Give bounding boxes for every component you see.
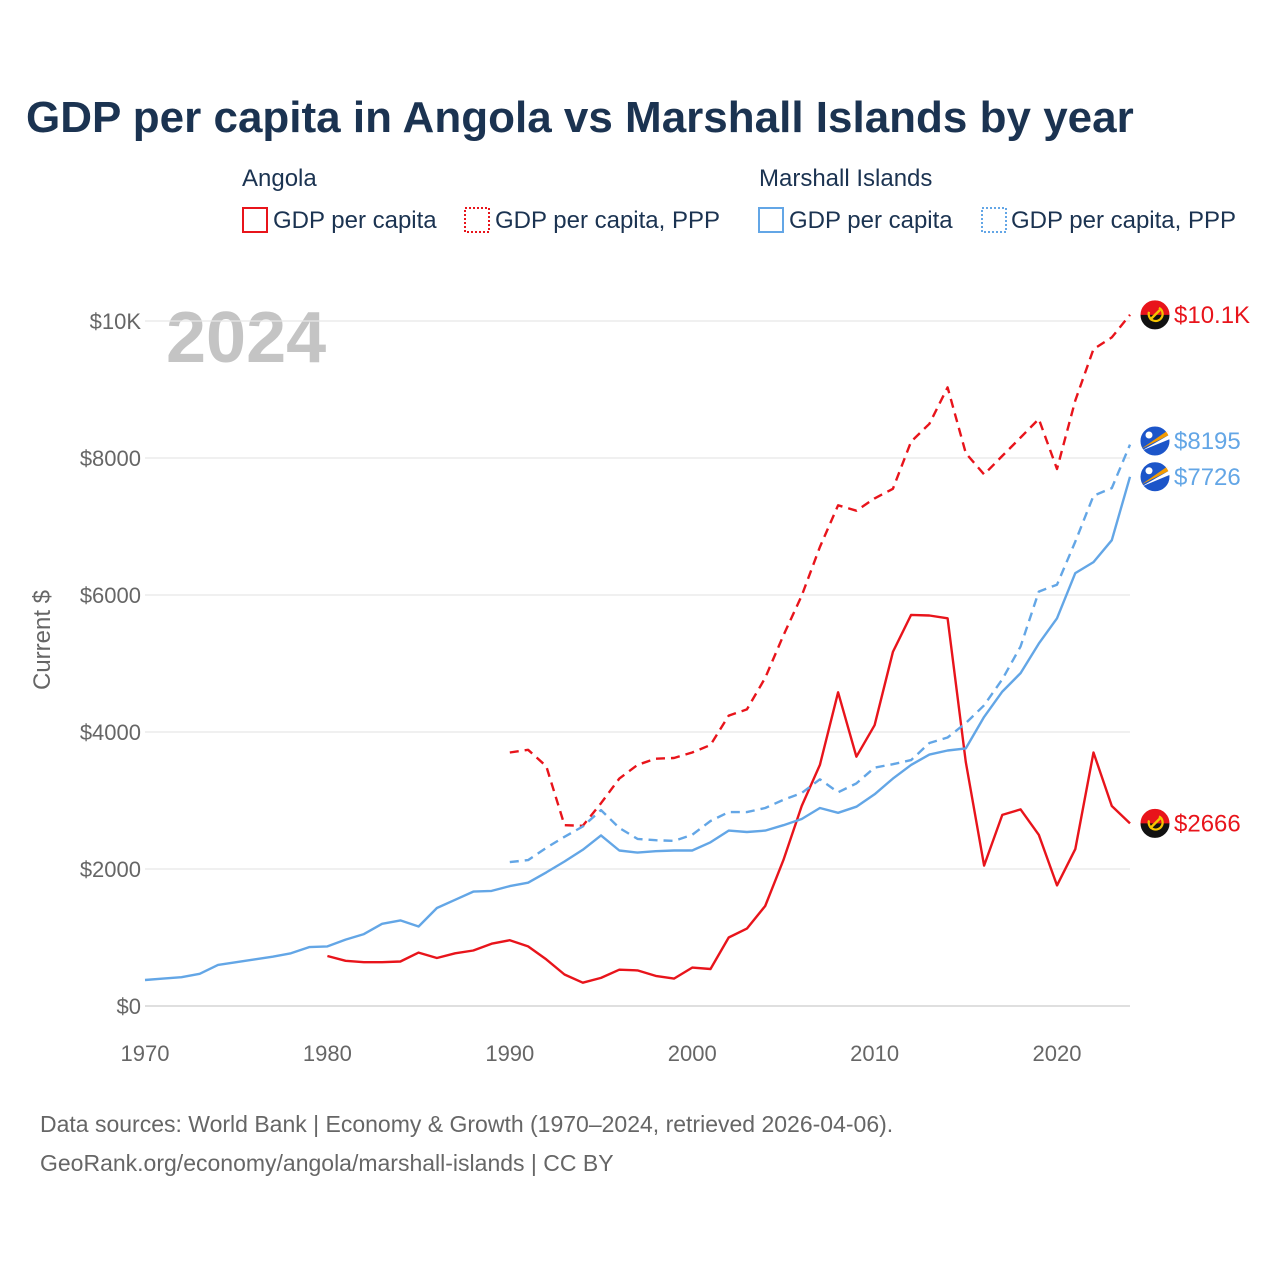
- y-tick-label: $8000: [80, 446, 141, 471]
- legend-group-marshall: Marshall Islands: [759, 165, 932, 192]
- legend: Angola GDP per capita GDP per capita, PP…: [242, 165, 1236, 234]
- y-tick-label: $2000: [80, 857, 141, 882]
- angola-flag-icon: [1139, 807, 1171, 839]
- series-line-0: [327, 613, 1131, 984]
- end-labels: $2666 $10.1K $7726 $8195: [1139, 299, 1250, 839]
- y-tick-labels: $0 $2000 $4000 $6000 $8000 $10K: [80, 309, 142, 1019]
- year-label: 2024: [166, 298, 326, 378]
- x-tick-label: 1980: [303, 1041, 352, 1066]
- end-label-0: $2666: [1174, 810, 1241, 837]
- legend-swatch-marshall-gdp: [758, 207, 784, 233]
- legend-group-angola: Angola: [242, 165, 317, 192]
- legend-swatch-angola-gdp: [242, 207, 268, 233]
- x-tick-labels: 1970 1980 1990 2000 2010 2020: [121, 1041, 1082, 1066]
- y-tick-label: $6000: [80, 583, 141, 608]
- gridlines: [145, 320, 1130, 1007]
- chart-title: GDP per capita in Angola vs Marshall Isl…: [26, 93, 1134, 142]
- y-tick-label: $4000: [80, 720, 141, 745]
- marshall-islands-flag-icon: [1139, 425, 1171, 457]
- x-tick-label: 1990: [485, 1041, 534, 1066]
- x-tick-label: 1970: [121, 1041, 170, 1066]
- y-tick-label: $0: [117, 994, 141, 1019]
- series-lines: [144, 314, 1132, 984]
- angola-flag-icon: [1139, 299, 1171, 331]
- legend-item-angola-gdp: GDP per capita: [273, 207, 437, 234]
- legend-swatch-marshall-ppp: [981, 207, 1007, 233]
- source-line-1: Data sources: World Bank | Economy & Gro…: [40, 1111, 893, 1137]
- x-tick-label: 2000: [668, 1041, 717, 1066]
- end-label-1: $10.1K: [1174, 302, 1250, 329]
- legend-item-angola-ppp: GDP per capita, PPP: [495, 207, 720, 234]
- marshall-islands-flag-icon: [1139, 461, 1171, 493]
- legend-item-marshall-gdp: GDP per capita: [789, 207, 953, 234]
- series-line-3: [509, 444, 1132, 864]
- series-line-2: [144, 476, 1132, 982]
- x-tick-label: 2020: [1033, 1041, 1082, 1066]
- end-label-3: $8195: [1174, 428, 1241, 455]
- source-line-2: GeoRank.org/economy/angola/marshall-isla…: [40, 1150, 614, 1176]
- y-tick-label: $10K: [90, 309, 142, 334]
- legend-item-marshall-ppp: GDP per capita, PPP: [1011, 207, 1236, 234]
- end-label-2: $7726: [1174, 464, 1241, 491]
- x-tick-label: 2010: [850, 1041, 899, 1066]
- legend-swatch-angola-ppp: [464, 207, 490, 233]
- series-line-1: [509, 314, 1131, 827]
- y-axis-label: Current $: [29, 590, 56, 690]
